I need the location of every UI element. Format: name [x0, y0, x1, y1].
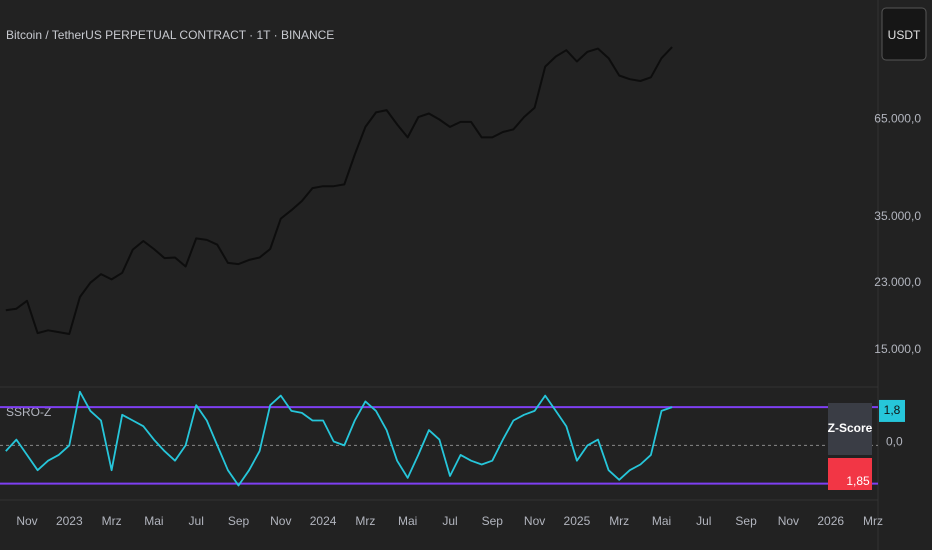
y-tick-label: 35.000,0: [874, 209, 921, 223]
y-tick-label: 23.000,0: [874, 275, 921, 289]
table-header-cell: [828, 403, 872, 455]
currency-label[interactable]: USDT: [888, 28, 921, 42]
y-tick-label: 65.000,0: [874, 112, 921, 126]
last-value-label: 1,8: [884, 403, 901, 417]
x-tick-label: Nov: [16, 514, 37, 528]
currency-button[interactable]: [881, 7, 927, 61]
x-tick-label: Mrz: [863, 514, 883, 528]
chart-title: Bitcoin / TetherUS PERPETUAL CONTRACT · …: [6, 28, 334, 42]
x-tick-label: Mai: [652, 514, 671, 528]
y-tick-label: 15.000,0: [874, 342, 921, 356]
x-tick-label: Mrz: [355, 514, 375, 528]
x-tick-label: Sep: [228, 514, 250, 528]
table-header: Z-Score: [828, 421, 873, 435]
x-tick-label: Nov: [778, 514, 799, 528]
table-value: 1,85: [846, 474, 870, 488]
x-tick-label: Sep: [735, 514, 757, 528]
x-tick-label: 2025: [564, 514, 591, 528]
x-tick-label: 2026: [817, 514, 844, 528]
x-tick-label: Mai: [144, 514, 163, 528]
x-tick-label: Sep: [482, 514, 504, 528]
y-tick-label: 0,0: [886, 435, 903, 449]
indicator-name: SSRO-Z: [6, 405, 51, 419]
x-tick-label: Jul: [189, 514, 204, 528]
last-value-box: [879, 399, 905, 422]
x-tick-label: Mrz: [102, 514, 122, 528]
x-tick-label: Mai: [398, 514, 417, 528]
x-tick-label: 2023: [56, 514, 83, 528]
series-line: [5, 390, 673, 487]
x-tick-label: 2024: [310, 514, 337, 528]
x-tick-label: Jul: [442, 514, 457, 528]
table-value-cell: [828, 458, 872, 490]
x-tick-label: Nov: [270, 514, 291, 528]
x-tick-label: Nov: [524, 514, 545, 528]
series-line: [5, 46, 673, 335]
x-tick-label: Jul: [696, 514, 711, 528]
x-tick-label: Mrz: [609, 514, 629, 528]
